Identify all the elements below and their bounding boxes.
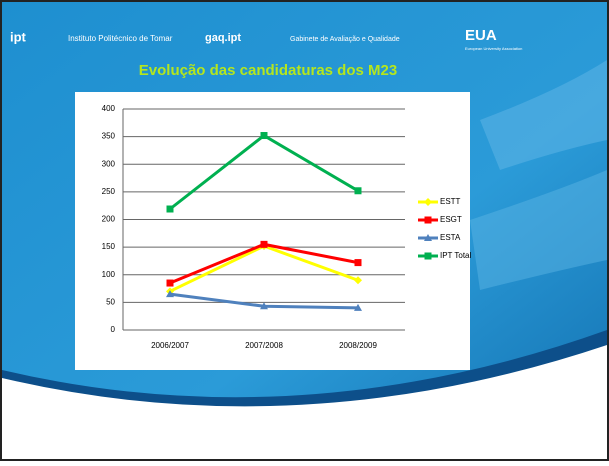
point <box>261 241 268 248</box>
title: Evolução das candidaturas dos M23 <box>139 62 397 79</box>
y-tick-label: 250 <box>102 187 116 196</box>
point <box>355 187 362 194</box>
y-tick-label: 300 <box>102 159 116 168</box>
institution: Instituto Politécnico de Tomar <box>68 34 173 43</box>
office: Gabinete de Avaliação e Qualidade <box>290 36 400 43</box>
chart-area <box>75 92 470 370</box>
y-tick-label: 50 <box>106 297 115 306</box>
legend-label: ESTT <box>440 197 461 206</box>
legend-label: ESTA <box>440 233 461 242</box>
y-tick-label: 0 <box>111 325 116 334</box>
y-tick-label: 350 <box>102 132 116 141</box>
y-tick-label: 400 <box>102 104 116 113</box>
eua-name: European University Association <box>465 46 522 51</box>
logo: gaq.ipt <box>205 32 241 44</box>
x-tick-label: 2006/2007 <box>151 341 189 350</box>
y-tick-label: 150 <box>102 242 116 251</box>
legend-label: IPT Total <box>440 251 472 260</box>
legend-marker <box>425 253 432 260</box>
x-tick-label: 2008/2009 <box>339 341 377 350</box>
point <box>167 280 174 287</box>
slide: ipt Instituto Politécnico de Tomar gaq.i… <box>0 0 609 461</box>
logo: EUA <box>465 27 497 44</box>
y-tick-label: 200 <box>102 215 116 224</box>
y-tick-label: 100 <box>102 270 116 279</box>
legend-label: ESGT <box>440 215 462 224</box>
point <box>355 259 362 266</box>
point <box>167 206 174 213</box>
logo: ipt <box>10 29 27 44</box>
point <box>261 132 268 139</box>
legend-marker <box>425 217 432 224</box>
x-tick-label: 2007/2008 <box>245 341 283 350</box>
